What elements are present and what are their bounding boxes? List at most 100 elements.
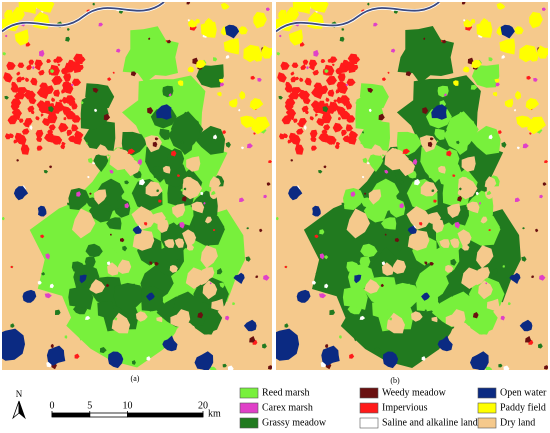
scatter-patch (475, 191, 479, 196)
scatter-patch (226, 264, 230, 268)
scale-tick-label: 10 (123, 400, 133, 411)
impervious-patch (323, 124, 331, 131)
scatter-patch (324, 283, 329, 289)
scatter-patch (241, 146, 245, 150)
paddy-patch (471, 59, 482, 69)
scatter-patch (325, 343, 329, 349)
legend-label: Impervious (382, 402, 428, 413)
paddy-patch (470, 18, 476, 24)
impervious-patch (28, 59, 35, 65)
scatter-patch (43, 170, 49, 174)
impervious-patch (281, 116, 292, 125)
scale-unit: km (208, 408, 221, 419)
meadow-patch (159, 128, 170, 141)
dry-patch (169, 265, 178, 273)
scatter-patch (341, 28, 345, 31)
dry-patch (346, 208, 370, 239)
scatter-patch (225, 55, 230, 59)
impervious-patch (308, 59, 318, 68)
scatter-patch (48, 106, 54, 113)
scatter-patch (423, 37, 426, 40)
dry-patch (116, 259, 132, 274)
meadow-patch (443, 111, 476, 153)
water-body (22, 289, 37, 303)
dry-patch (364, 279, 380, 294)
scatter-patch (525, 336, 532, 343)
meadow-patch (194, 125, 226, 155)
legend-swatch (477, 417, 497, 429)
scatter-patch (107, 154, 110, 157)
scatter-patch (324, 69, 329, 74)
scatter-patch (259, 228, 263, 233)
impervious-patch (71, 124, 79, 132)
impervious-patch (49, 103, 55, 107)
scatter-patch (211, 190, 216, 195)
meadow-patch (471, 64, 500, 88)
paddy-patch (494, 78, 500, 83)
scatter-patch (522, 227, 525, 230)
scatter-patch (44, 229, 51, 235)
impervious-patch (53, 89, 60, 97)
scatter-patch (318, 170, 323, 174)
water-body (509, 272, 521, 284)
scatter-patch (106, 283, 110, 287)
scatter-patch (225, 315, 230, 321)
scatter-patch (276, 52, 281, 56)
meadow-patch (396, 131, 422, 156)
dry-patch (476, 245, 494, 269)
impervious-patch (279, 133, 285, 140)
dry-patch (96, 144, 109, 156)
scatter-patch (323, 165, 327, 169)
north-arrow-left (12, 400, 20, 420)
marsh-region (397, 26, 454, 84)
scatter-patch (472, 312, 479, 319)
dry-patch (476, 267, 490, 281)
impervious-patch (35, 129, 44, 138)
scatter-patch (542, 182, 547, 186)
impervious-patch (6, 61, 16, 70)
scatter-patch (455, 188, 459, 192)
dry-patch (407, 230, 430, 251)
impervious-patch (78, 56, 86, 64)
dry-patch (94, 189, 107, 205)
scatter-patch (514, 108, 517, 112)
scatter-patch (222, 363, 227, 368)
water-body (519, 319, 533, 332)
scatter-patch (103, 113, 111, 121)
scatter-patch (183, 187, 187, 191)
water-body (46, 345, 66, 366)
scatter-patch (364, 192, 367, 195)
legend-label: Saline and alkaline land (382, 417, 478, 428)
scatter-patch (124, 180, 130, 185)
paddy-patch (261, 45, 272, 59)
scatter-patch (290, 159, 294, 162)
dry-patch (381, 262, 394, 276)
impervious-patch (316, 118, 325, 127)
scatter-patch (41, 272, 46, 276)
paddy-patch (12, 6, 25, 21)
scatter-patch (177, 174, 181, 177)
scatter-patch (29, 125, 33, 131)
scatter-patch (384, 169, 389, 174)
dry-patch (205, 216, 212, 224)
scatter-patch (454, 221, 461, 229)
water-body (146, 292, 155, 301)
scatter-patch (306, 66, 309, 70)
scatter-patch (149, 109, 152, 113)
scatter-patch (427, 141, 433, 148)
impervious-patch (302, 59, 309, 65)
scatter-patch (246, 227, 250, 230)
paddy-patch (220, 2, 230, 10)
scatter-patch (373, 22, 378, 27)
scatter-patch (213, 229, 216, 232)
impervious-patch (329, 56, 338, 64)
scatter-patch (341, 202, 345, 206)
dry-patch (438, 165, 446, 174)
dry-patch (183, 176, 193, 188)
panel-label: (b) (390, 376, 400, 385)
legend-swatch (239, 402, 259, 414)
meadow-patch (468, 210, 500, 247)
water-body (194, 351, 214, 370)
north-label: N (16, 389, 23, 399)
scatter-patch (2, 52, 7, 56)
